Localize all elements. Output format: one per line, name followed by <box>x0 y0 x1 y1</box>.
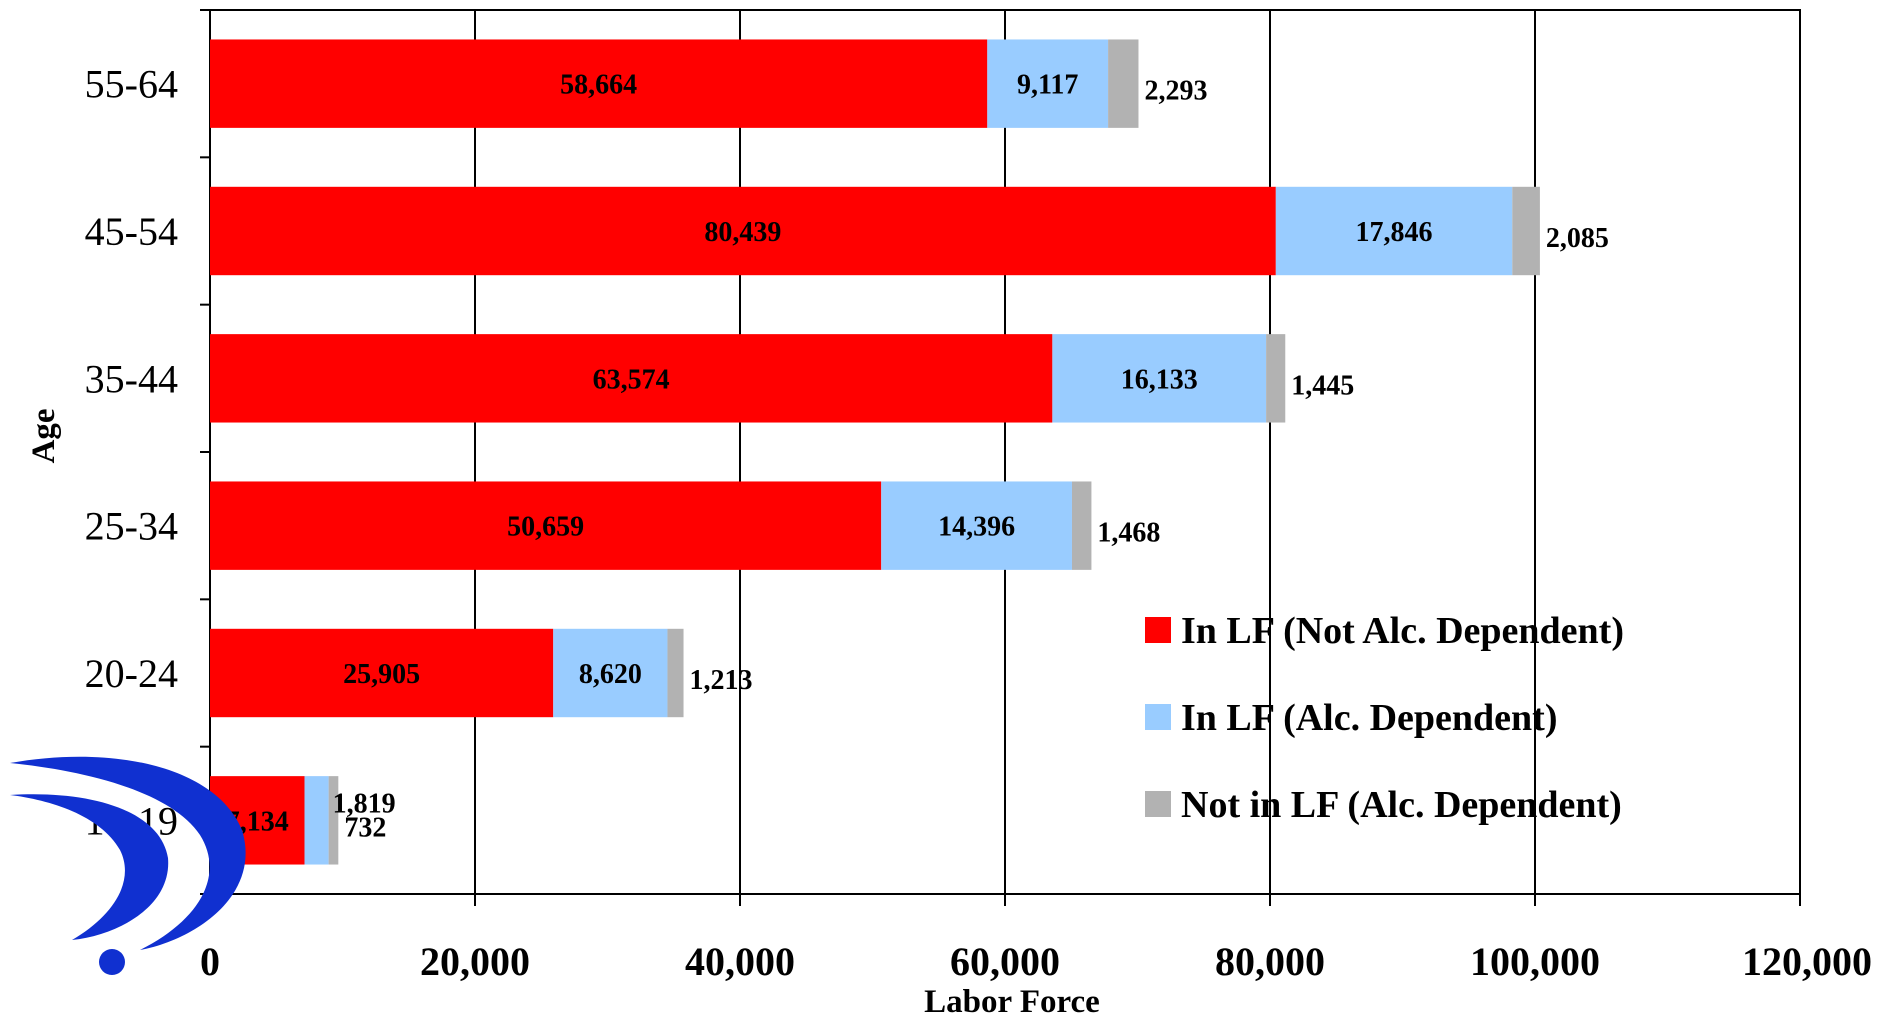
data-label: 2,085 <box>1546 223 1609 254</box>
bar-segment <box>1108 39 1139 128</box>
bar-segment <box>328 776 339 865</box>
data-label: 50,659 <box>507 512 584 543</box>
legend-swatch <box>1145 704 1171 730</box>
x-tick-label: 60,000 <box>950 939 1060 984</box>
bar-segment <box>1071 481 1092 570</box>
bars <box>210 39 1540 865</box>
logo-inner-arc <box>10 794 169 940</box>
legend-swatch <box>1145 791 1171 817</box>
legend-label: In LF (Alc. Dependent) <box>1181 697 1557 739</box>
data-label: 14,396 <box>938 512 1015 543</box>
bar-segment <box>553 628 668 718</box>
data-label: 63,574 <box>593 364 670 395</box>
bar-segment <box>304 776 329 865</box>
bar-segment <box>210 39 988 128</box>
data-label: 1,819 <box>333 788 396 819</box>
data-label: 1,468 <box>1097 518 1160 549</box>
bar-segment <box>210 186 1276 276</box>
y-tick-label: 25-34 <box>85 504 178 549</box>
data-label: 58,664 <box>560 70 637 101</box>
bar-segment <box>210 628 554 718</box>
logo-outer-arc <box>10 756 246 950</box>
bar-segment <box>1266 334 1286 423</box>
bar-segment <box>1275 186 1513 276</box>
legend-swatch <box>1145 617 1171 643</box>
data-label: 16,133 <box>1121 364 1198 395</box>
bar-segment <box>210 481 882 570</box>
bar-segment <box>210 334 1053 423</box>
data-label: 2,293 <box>1144 76 1207 107</box>
data-label: 17,846 <box>1356 217 1433 248</box>
bar-segment <box>881 481 1072 570</box>
data-label: 732 <box>344 812 386 843</box>
legend-label: Not in LF (Alc. Dependent) <box>1181 784 1622 826</box>
x-axis-title: Labor Force <box>924 984 1100 1018</box>
x-tick-label: 40,000 <box>685 939 795 984</box>
x-tick-label: 80,000 <box>1215 939 1325 984</box>
y-tick-label: 35-44 <box>85 356 178 401</box>
data-label: 80,439 <box>704 217 781 248</box>
x-tick-label: 20,000 <box>420 939 530 984</box>
bar-labels: 58,664 9,117 2,293 80,439 17,846 2,085 63,574 1… <box>226 70 1609 844</box>
y-axis-title: Age <box>26 409 62 464</box>
x-tick-labels: 0 20,000 40,000 60,000 80,000 100,000 120,000 <box>200 939 1872 984</box>
question-mark-logo <box>10 756 246 975</box>
bar-segment <box>987 39 1109 128</box>
data-label: 25,905 <box>343 659 420 690</box>
x-tick-label: 0 <box>200 939 220 984</box>
data-label: 1,445 <box>1291 370 1354 401</box>
y-tick-label: 20-24 <box>85 651 178 696</box>
gridlines <box>474 10 1536 894</box>
data-label: 8,620 <box>579 659 642 690</box>
data-label: 9,117 <box>1017 70 1078 101</box>
x-tick-label: 120,000 <box>1742 939 1872 984</box>
axes <box>200 9 1801 906</box>
legend: In LF (Not Alc. Dependent) In LF (Alc. De… <box>1145 610 1624 826</box>
x-tick-label: 100,000 <box>1470 939 1600 984</box>
bar-segment <box>1052 334 1267 423</box>
logo-dot <box>99 949 125 975</box>
data-label: 1,213 <box>690 665 753 696</box>
y-tick-label: 45-54 <box>85 209 178 254</box>
legend-label: In LF (Not Alc. Dependent) <box>1181 610 1624 652</box>
bar-segment <box>667 628 684 718</box>
y-tick-label: 55-64 <box>85 62 178 107</box>
bar-segment <box>1512 186 1540 276</box>
